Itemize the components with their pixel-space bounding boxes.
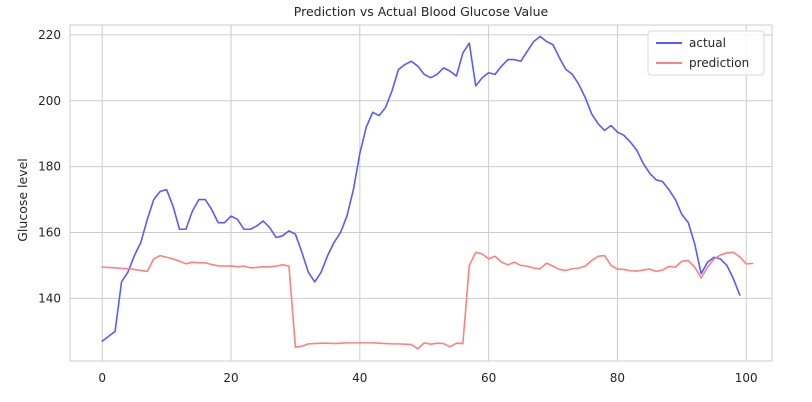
legend-label-actual: actual <box>689 36 726 50</box>
y-tick-label: 160 <box>38 226 61 240</box>
series-line-prediction <box>101 251 754 350</box>
plot-area: 0 20 40 60 80 100 140 160 180 200 220 actual predict… <box>38 24 773 385</box>
plot-frame <box>69 24 773 362</box>
x-tick-label: 20 <box>223 371 238 385</box>
y-tick-label: 140 <box>38 291 61 305</box>
y-tick-label: 220 <box>38 28 61 42</box>
x-tick-label: 80 <box>610 371 625 385</box>
x-tick-label: 0 <box>98 371 106 385</box>
x-tick-label: 60 <box>481 371 496 385</box>
series-line-actual <box>101 35 741 343</box>
chart-title: Prediction vs Actual Blood Glucose Value <box>294 4 549 19</box>
y-tick-label: 180 <box>38 160 61 174</box>
legend-label-prediction: prediction <box>689 56 749 70</box>
x-tick-label: 100 <box>735 371 758 385</box>
x-tick-label: 40 <box>352 371 367 385</box>
y-axis-label: Glucose level <box>15 158 30 242</box>
y-tick-label: 200 <box>38 94 61 108</box>
